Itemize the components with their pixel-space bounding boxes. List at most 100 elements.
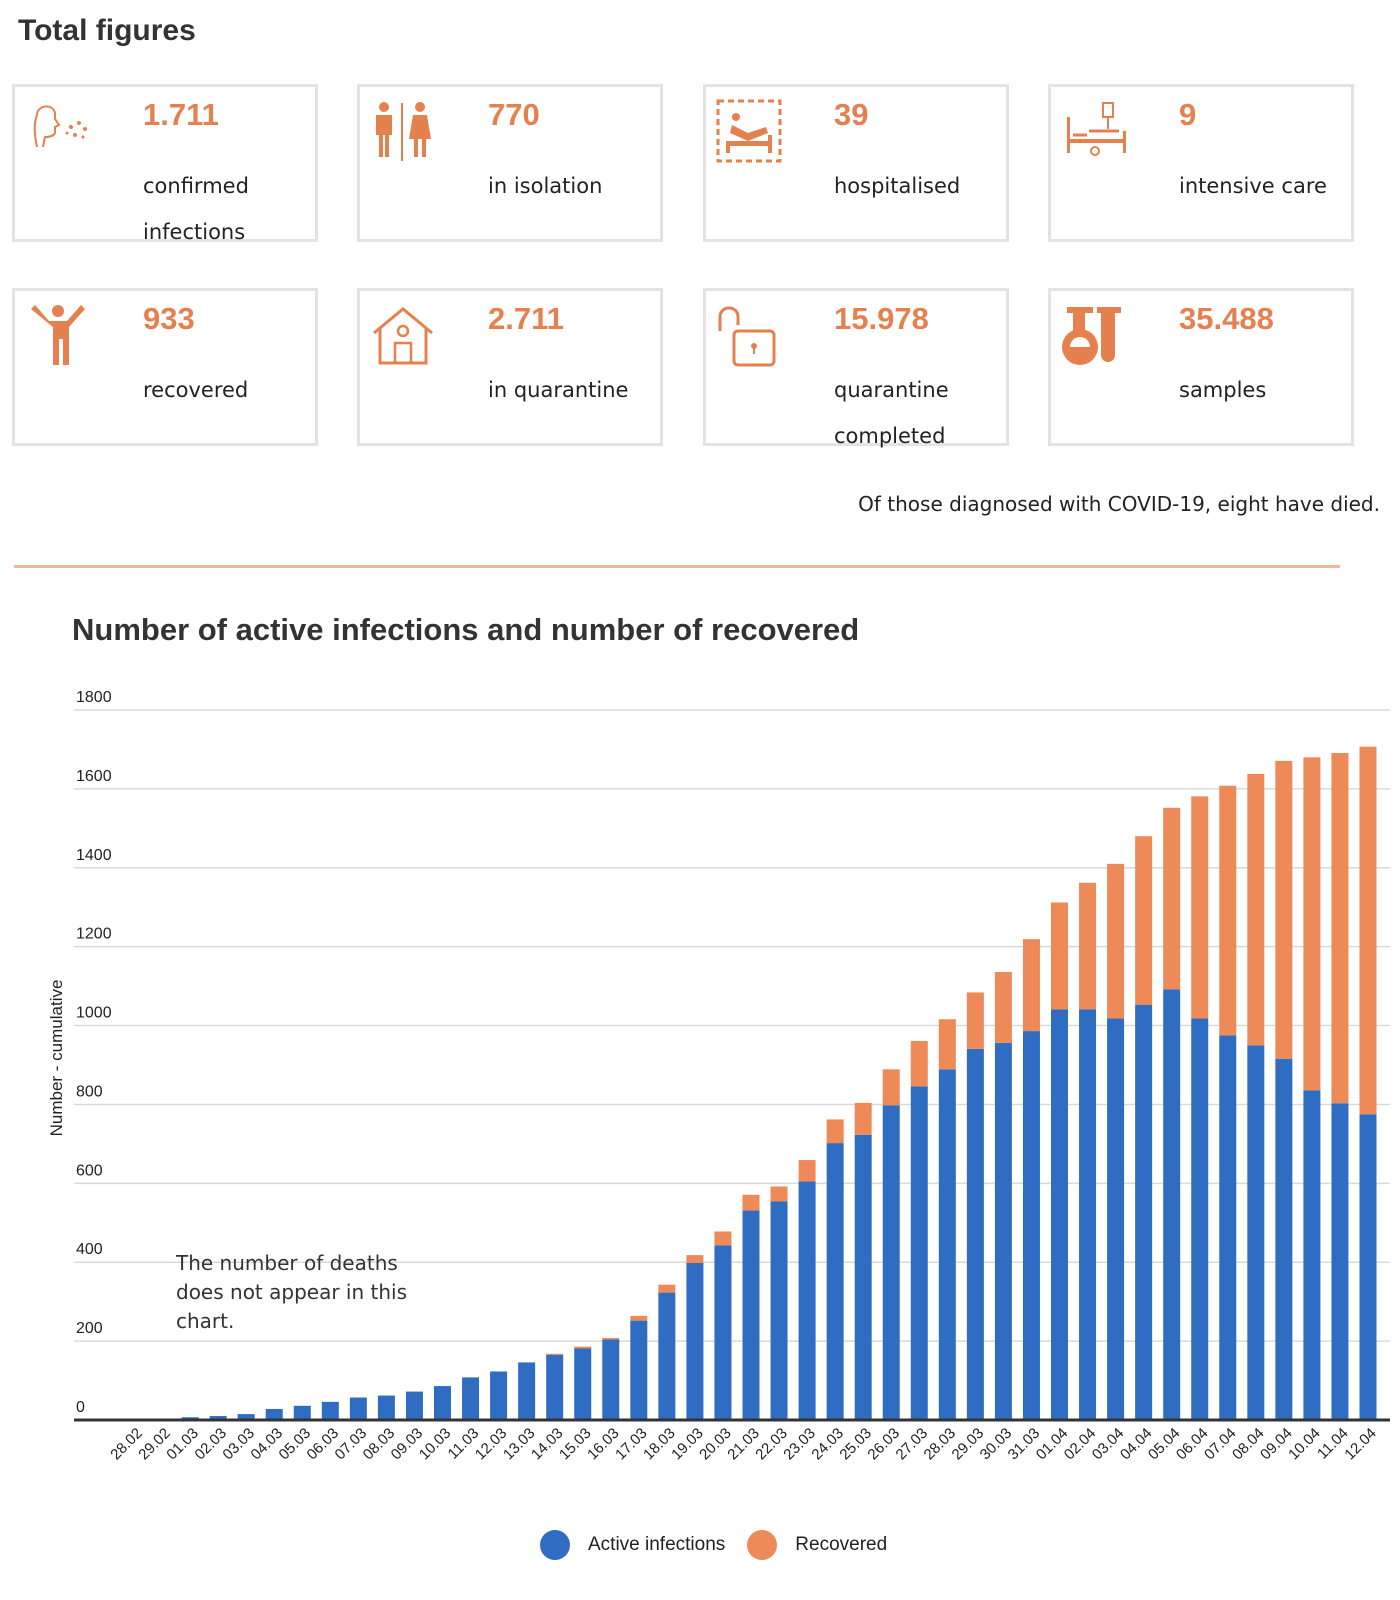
- bar-active-infections: [293, 1405, 311, 1420]
- bar-active-infections: [321, 1401, 339, 1420]
- bar-recovered: [602, 1337, 620, 1340]
- bar-active-infections: [854, 1134, 872, 1420]
- x-tick-label: 16.03: [584, 1425, 623, 1464]
- isolation-people-icon: [376, 102, 431, 161]
- bar-active-infections: [518, 1362, 536, 1420]
- bar-active-infections: [1135, 1004, 1153, 1420]
- bar-active-infections: [966, 1048, 984, 1420]
- stat-label: quarantine completed: [834, 378, 949, 448]
- bar-recovered: [546, 1353, 564, 1355]
- bar-active-infections: [686, 1263, 704, 1420]
- stat-value: 9: [1179, 97, 1197, 132]
- x-tick-label: 05.03: [276, 1425, 315, 1464]
- x-tick-label: 12.04: [1341, 1425, 1380, 1464]
- bar-recovered: [798, 1160, 816, 1182]
- bar-recovered: [826, 1119, 844, 1144]
- chart-title: Number of active infections and number o…: [72, 612, 860, 647]
- stat-card-confirmed: 1.711 confirmed infections: [12, 84, 318, 244]
- x-tick-label: 06.03: [304, 1425, 343, 1464]
- stat-card-hospitalised: 39 hospitalised: [703, 84, 1009, 242]
- bar-active-infections: [1079, 1009, 1097, 1420]
- intensive-care-bed-icon: [1067, 102, 1126, 156]
- bar-active-infections: [1219, 1035, 1237, 1420]
- bar-active-infections: [237, 1414, 255, 1420]
- house-quarantine-icon: [373, 307, 433, 365]
- x-tick-label: 13.03: [500, 1425, 539, 1464]
- bar-recovered: [994, 971, 1012, 1043]
- stat-card-quarantine-completed: 15.978 quarantine completed: [703, 288, 1009, 448]
- legend-label-active: Active infections: [588, 1534, 726, 1555]
- y-tick-label: 1200: [76, 926, 112, 943]
- x-tick-label: 17.03: [612, 1425, 651, 1464]
- hospital-bed-patient-icon: [716, 99, 782, 163]
- bar-recovered: [574, 1346, 592, 1349]
- deaths-note: Of those diagnosed with COVID-19, eight …: [858, 492, 1380, 516]
- x-tick-label: 01.03: [163, 1425, 202, 1464]
- x-tick-label: 02.03: [191, 1425, 230, 1464]
- stat-value: 770: [488, 97, 540, 132]
- x-tick-label: 28.02: [107, 1425, 146, 1464]
- x-tick-label: 28.03: [921, 1425, 960, 1464]
- bar-recovered: [1359, 746, 1377, 1115]
- x-tick-label: 02.04: [1061, 1425, 1100, 1464]
- y-tick-label: 400: [76, 1241, 103, 1258]
- bar-active-infections: [1247, 1045, 1265, 1420]
- section-divider: [14, 565, 1340, 568]
- bar-recovered: [714, 1231, 732, 1246]
- y-tick-label: 800: [76, 1083, 103, 1100]
- x-tick-label: 22.03: [752, 1425, 791, 1464]
- bar-recovered: [1135, 836, 1153, 1005]
- recovered-person-icon: [31, 305, 85, 365]
- x-tick-label: 26.03: [864, 1425, 903, 1464]
- bar-active-infections: [1303, 1090, 1321, 1420]
- x-tick-label: 03.04: [1089, 1425, 1128, 1464]
- bar-active-infections: [798, 1181, 816, 1420]
- x-tick-label: 08.04: [1229, 1425, 1268, 1464]
- bar-active-infections: [209, 1416, 227, 1420]
- stat-value: 1.711: [143, 97, 219, 132]
- chart-annotation: The number of deaths: [175, 1251, 398, 1275]
- y-tick-label: 1600: [76, 768, 112, 785]
- bar-active-infections: [1331, 1103, 1349, 1420]
- stat-label: in isolation: [488, 174, 603, 198]
- bar-active-infections: [770, 1201, 788, 1420]
- bar-active-infections: [658, 1292, 676, 1420]
- stacked-bar-chart: 02004006008001000120014001600180028.0229…: [47, 689, 1390, 1464]
- x-tick-label: 29.02: [135, 1425, 174, 1464]
- x-tick-label: 07.03: [332, 1425, 371, 1464]
- bar-recovered: [658, 1284, 676, 1293]
- bar-recovered: [1051, 902, 1068, 1010]
- bar-recovered: [910, 1040, 928, 1087]
- bar-recovered: [742, 1194, 760, 1211]
- x-tick-label: 10.03: [416, 1425, 455, 1464]
- x-tick-label: 06.04: [1173, 1425, 1212, 1464]
- bar-recovered: [1163, 807, 1181, 990]
- legend-label-recovered: Recovered: [795, 1534, 888, 1555]
- legend-swatch-recovered: [747, 1530, 778, 1560]
- bar-recovered: [1079, 882, 1097, 1010]
- bar-recovered: [1247, 773, 1265, 1046]
- bar-active-infections: [1163, 989, 1181, 1420]
- bar-active-infections: [910, 1086, 928, 1420]
- x-tick-label: 18.03: [640, 1425, 679, 1464]
- bar-recovered: [630, 1315, 648, 1321]
- x-tick-label: 31.03: [1005, 1425, 1044, 1464]
- bar-active-infections: [602, 1339, 620, 1420]
- y-tick-label: 200: [76, 1320, 103, 1337]
- bar-active-infections: [490, 1371, 508, 1420]
- x-tick-label: 03.03: [219, 1425, 258, 1464]
- unlocked-padlock-icon: [718, 306, 776, 367]
- bar-recovered: [1022, 939, 1040, 1032]
- chart-annotation: does not appear in this: [176, 1280, 407, 1304]
- bar-recovered: [1275, 760, 1293, 1059]
- bar-active-infections: [462, 1377, 480, 1420]
- sneeze-icon: [33, 105, 87, 148]
- stat-value: 15.978: [834, 301, 929, 336]
- bar-active-infections: [434, 1386, 451, 1420]
- x-tick-label: 09.04: [1257, 1425, 1296, 1464]
- x-tick-label: 09.03: [388, 1425, 427, 1464]
- x-tick-label: 15.03: [556, 1425, 595, 1464]
- page-title: Total figures: [18, 14, 196, 47]
- bar-active-infections: [1359, 1114, 1377, 1420]
- bar-recovered: [1303, 757, 1321, 1091]
